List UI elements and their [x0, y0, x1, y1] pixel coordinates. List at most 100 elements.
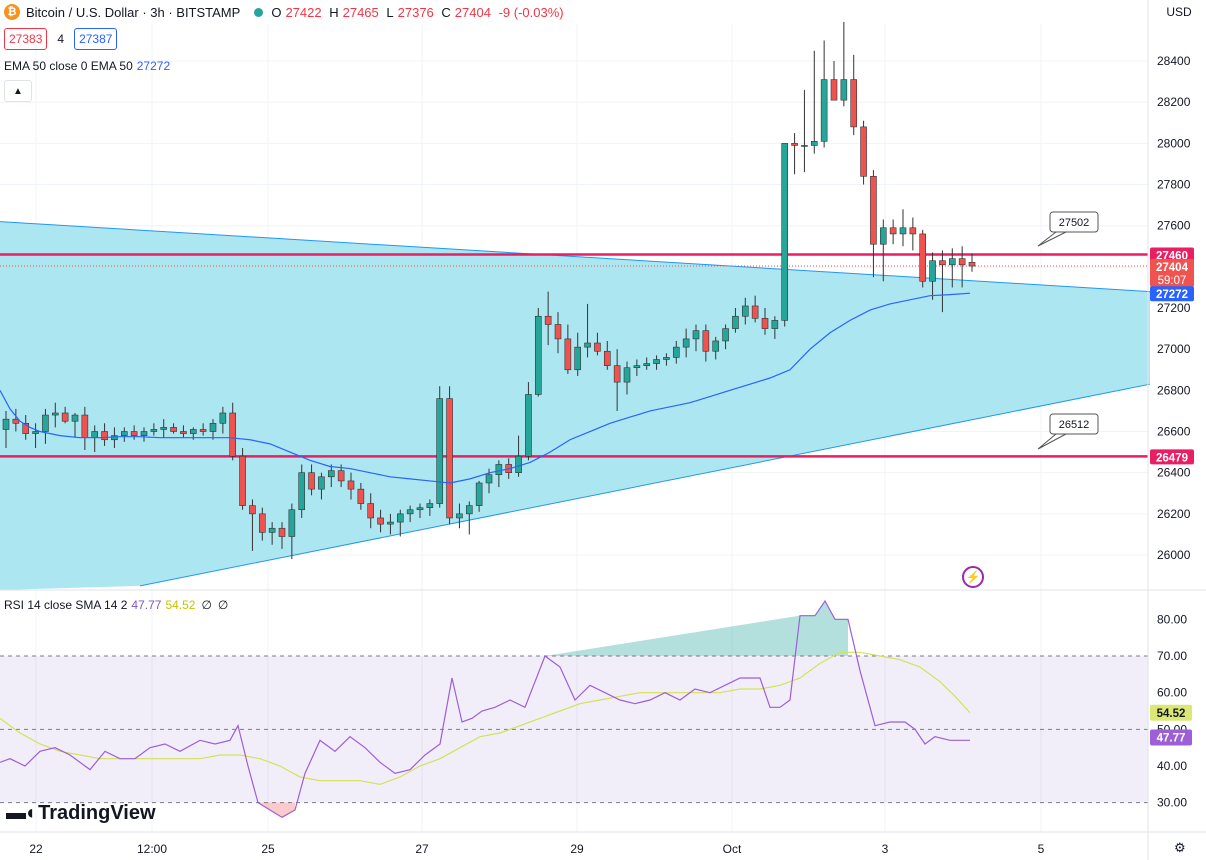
rsi-band-fill: [0, 656, 1148, 803]
tradingview-logo-icon: ▬◖: [6, 802, 36, 824]
candle-body: [337, 470, 345, 482]
candle-body: [288, 509, 296, 537]
chart-header: ₿ Bitcoin / U.S. Dollar · 3h · BITSTAMP …: [0, 0, 568, 24]
candle-body: [377, 517, 384, 525]
candle: [170, 423, 177, 434]
candle-body: [544, 315, 552, 325]
candle-body: [968, 262, 976, 267]
rsi-empty-2: ∅: [217, 598, 229, 612]
candle-body: [387, 521, 394, 525]
callout-box: [1049, 211, 1099, 233]
candle: [327, 464, 335, 488]
candle-body: [485, 474, 493, 484]
market-status-icon: [254, 7, 264, 17]
buy-button[interactable]: 27387: [74, 28, 118, 50]
rsi-legend-label: RSI 14 close SMA 14 2: [4, 598, 128, 612]
candle: [534, 308, 542, 397]
candle-body: [820, 79, 828, 142]
candle: [712, 336, 720, 360]
x-tick-label: 22: [29, 842, 43, 856]
logo-text: TradingView: [38, 802, 156, 824]
y-tick-label: 27600: [1157, 219, 1191, 233]
candle-body: [860, 126, 867, 177]
rsi-legend-value: 47.77: [131, 598, 162, 612]
candle: [899, 209, 907, 247]
candle-body: [150, 429, 158, 432]
candle-body: [318, 476, 325, 490]
candle-body: [130, 431, 138, 436]
rsi-oversold-fill: [258, 802, 295, 818]
candle: [268, 522, 276, 545]
sell-button[interactable]: 27383: [4, 28, 48, 50]
candle: [751, 295, 759, 323]
price-label-bg: [1150, 259, 1194, 288]
candle-body: [712, 340, 720, 352]
rsi-value-label: 47.77: [1157, 733, 1186, 745]
candle-body: [475, 482, 483, 506]
candle-body: [406, 509, 414, 515]
candle-body: [603, 350, 611, 366]
collapse-legend-button[interactable]: ▲: [4, 80, 32, 102]
candle-body: [327, 470, 335, 478]
price-label-bg: [1150, 286, 1194, 302]
flash-icon[interactable]: ⚡: [962, 566, 984, 588]
gear-icon[interactable]: ⚙: [1174, 840, 1186, 855]
rsi-legend[interactable]: RSI 14 close SMA 14 2 47.77 54.52 ∅ ∅: [4, 598, 228, 612]
candle: [140, 427, 148, 442]
candle: [239, 447, 246, 510]
candle: [436, 386, 444, 508]
candle-body: [180, 431, 187, 434]
symbol-title[interactable]: Bitcoin / U.S. Dollar · 3h · BITSTAMP: [26, 4, 241, 20]
candle-body: [495, 464, 503, 476]
candle: [623, 361, 631, 395]
candle-body: [515, 455, 522, 473]
candle-body: [42, 414, 49, 432]
candle-body: [436, 398, 444, 504]
ema-legend[interactable]: EMA 50 close 0 EMA 50 27272: [4, 59, 170, 73]
currency-selector[interactable]: USD: [1166, 5, 1192, 19]
candle: [741, 297, 749, 325]
candle-body: [771, 320, 779, 329]
candle-body: [91, 431, 99, 438]
candle-body: [574, 346, 582, 371]
y-tick-label: 28400: [1157, 54, 1191, 68]
callout-pointer: [1037, 433, 1067, 450]
candle: [544, 291, 552, 346]
candle-body: [653, 359, 660, 364]
candle-body: [761, 318, 769, 329]
candle-body: [61, 412, 69, 422]
y-tick-label: 26800: [1157, 383, 1191, 397]
rsi-value-label-bg: [1150, 729, 1192, 746]
candle: [101, 423, 108, 446]
y-tick-label: 28200: [1157, 95, 1191, 109]
candle: [377, 509, 384, 533]
candle: [663, 353, 670, 366]
candle: [564, 324, 572, 374]
callout-box: [1049, 413, 1099, 435]
candle-body: [170, 427, 177, 432]
candle-body: [633, 365, 641, 369]
y-tick-label: 26600: [1157, 425, 1191, 439]
candle-body: [239, 455, 246, 506]
candle-body: [51, 412, 59, 416]
y-tick-label: 27000: [1157, 342, 1191, 356]
callout-pointer: [1037, 231, 1067, 247]
candle: [278, 522, 286, 549]
rsi-y-tick-label: 80.00: [1157, 612, 1187, 626]
candle: [32, 423, 39, 448]
y-tick-label: 27200: [1157, 301, 1191, 315]
candle: [465, 501, 473, 535]
candle: [495, 460, 503, 488]
tradingview-logo[interactable]: ▬◖ TradingView: [6, 802, 156, 825]
trade-panel: 27383 4 27387: [4, 28, 118, 50]
candle: [258, 507, 266, 541]
price-label: 27404: [1156, 262, 1189, 274]
close-value: 27404: [454, 4, 491, 20]
rsi-y-tick-label: 30.00: [1157, 796, 1187, 810]
candle: [318, 472, 325, 500]
candle: [830, 61, 838, 101]
candle-body: [249, 505, 256, 515]
candle-body: [229, 412, 237, 457]
candle: [347, 472, 355, 500]
